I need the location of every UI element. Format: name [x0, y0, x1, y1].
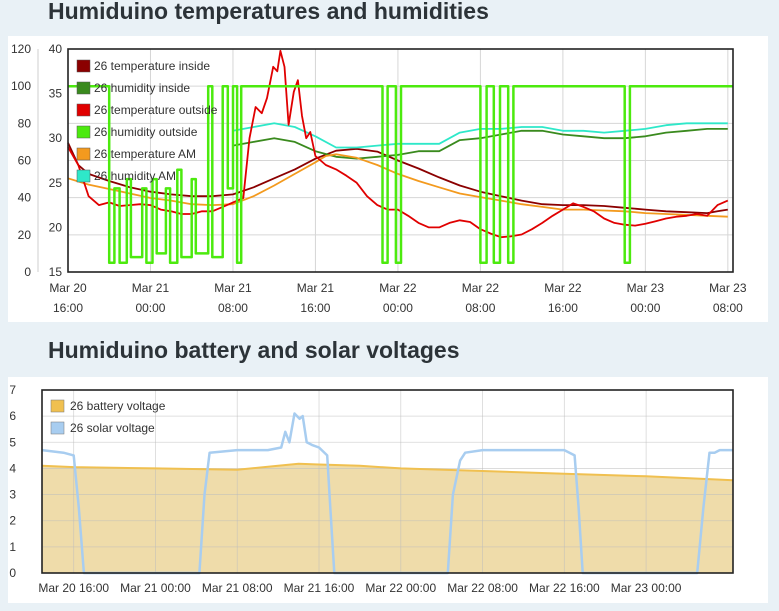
y-right-tick-label: 40 — [49, 42, 63, 56]
x-tick-label-time: 16:00 — [300, 301, 330, 315]
chart-title-temperatures: Humiduino temperatures and humidities — [48, 0, 489, 24]
legend-label-26-battery-voltage: 26 battery voltage — [70, 399, 166, 413]
x-tick-label-date: Mar 22 — [544, 281, 582, 295]
x-tick-label-time: 08:00 — [218, 301, 248, 315]
legend-label-26-temperature-am: 26 temperature AM — [94, 147, 196, 161]
y-tick-label: 4 — [9, 461, 16, 475]
temperature-humidity-chart: 0 20 40 60 80 100 120 15 20 25 30 35 40 Mar 20 16:00 Ma… — [8, 36, 768, 322]
legend-swatch-26-battery-voltage — [50, 399, 65, 413]
y-left-tick-label: 40 — [18, 191, 32, 205]
x-tick-label-date: Mar 22 — [462, 281, 500, 295]
battery-area-fill — [42, 463, 733, 573]
x-tick-label: Mar 21 08:00 — [202, 581, 273, 595]
x-tick-label: Mar 22 16:00 — [529, 581, 600, 595]
y-tick-label: 3 — [9, 488, 16, 502]
x-tick-label-time: 16:00 — [53, 301, 83, 315]
legend-swatch-26-humidity-outside — [76, 125, 91, 139]
x-tick-label: Mar 21 16:00 — [284, 581, 355, 595]
series-line-26-temperature-inside — [67, 142, 728, 215]
x-tick-label: Mar 20 16:00 — [38, 581, 109, 595]
legend-swatch-26-humidity-inside — [76, 81, 91, 95]
x-tick-label: Mar 22 00:00 — [365, 581, 436, 595]
y-right-tick-label: 25 — [49, 176, 63, 190]
x-tick-label-time: 16:00 — [548, 301, 578, 315]
legend-label-26-humidity-outside: 26 humidity outside — [94, 125, 198, 139]
series-line-26-humidity-outside — [68, 84, 733, 264]
y-left-tick-label: 20 — [18, 228, 32, 242]
y-right-tick-label: 35 — [49, 87, 63, 101]
x-tick-label-date: Mar 21 — [132, 281, 170, 295]
y-left-tick-label: 60 — [18, 154, 32, 168]
legend-label-26-solar-voltage: 26 solar voltage — [70, 421, 155, 435]
x-tick-label-date: Mar 21 — [297, 281, 335, 295]
legend-label-26-humidity-am: 26 humidity AM — [94, 169, 176, 183]
y-left-tick-label: 0 — [24, 265, 31, 279]
x-tick-label-time: 00:00 — [630, 301, 660, 315]
legend-label-26-temperature-inside: 26 temperature inside — [94, 59, 210, 73]
x-tick-label-date: Mar 20 — [49, 281, 87, 295]
y-left-tick-label: 80 — [18, 116, 32, 130]
y-right-tick-label: 20 — [49, 220, 63, 234]
x-tick-label: Mar 22 08:00 — [447, 581, 518, 595]
y-tick-label: 1 — [9, 540, 16, 554]
y-right-tick-label: 30 — [49, 131, 63, 145]
y-left-tick-label: 100 — [11, 79, 31, 93]
plot-border — [41, 389, 734, 574]
chart-title-voltages: Humiduino battery and solar voltages — [48, 337, 460, 363]
legend-label-26-humidity-inside: 26 humidity inside — [94, 81, 190, 95]
legend-swatch-26-solar-voltage — [50, 421, 65, 435]
y-tick-label: 7 — [9, 383, 16, 397]
legend-swatch-26-temperature-inside — [76, 59, 91, 73]
y-tick-label: 6 — [9, 409, 16, 423]
voltage-chart: 0 1 2 3 4 5 6 7 Mar 20 16:00 Mar 21 00:00 Mar 21 0… — [8, 377, 768, 603]
x-tick-label: Mar 21 00:00 — [120, 581, 191, 595]
legend-swatch-26-temperature-outside — [76, 103, 91, 117]
y-tick-label: 0 — [9, 566, 16, 580]
legend-swatch-26-temperature-am — [76, 147, 91, 161]
x-tick-label-time: 08:00 — [465, 301, 495, 315]
legend-swatch-26-humidity-am — [76, 169, 91, 183]
y-tick-label: 2 — [9, 514, 16, 528]
y-tick-label: 5 — [9, 435, 16, 449]
series-line-26-battery-voltage — [41, 462, 734, 482]
plot-border — [67, 48, 734, 273]
x-tick-label-time: 00:00 — [135, 301, 165, 315]
x-tick-label-date: Mar 21 — [214, 281, 252, 295]
x-tick-label-date: Mar 23 — [627, 281, 665, 295]
legend-label-26-temperature-outside: 26 temperature outside — [94, 103, 218, 117]
x-tick-label-date: Mar 22 — [379, 281, 417, 295]
x-tick-label-time: 00:00 — [383, 301, 413, 315]
y-right-tick-label: 15 — [49, 265, 63, 279]
x-tick-label: Mar 23 00:00 — [611, 581, 682, 595]
x-tick-label-time: 08:00 — [713, 301, 743, 315]
y-left-tick-label: 120 — [11, 42, 31, 56]
x-tick-label-date: Mar 23 — [709, 281, 747, 295]
